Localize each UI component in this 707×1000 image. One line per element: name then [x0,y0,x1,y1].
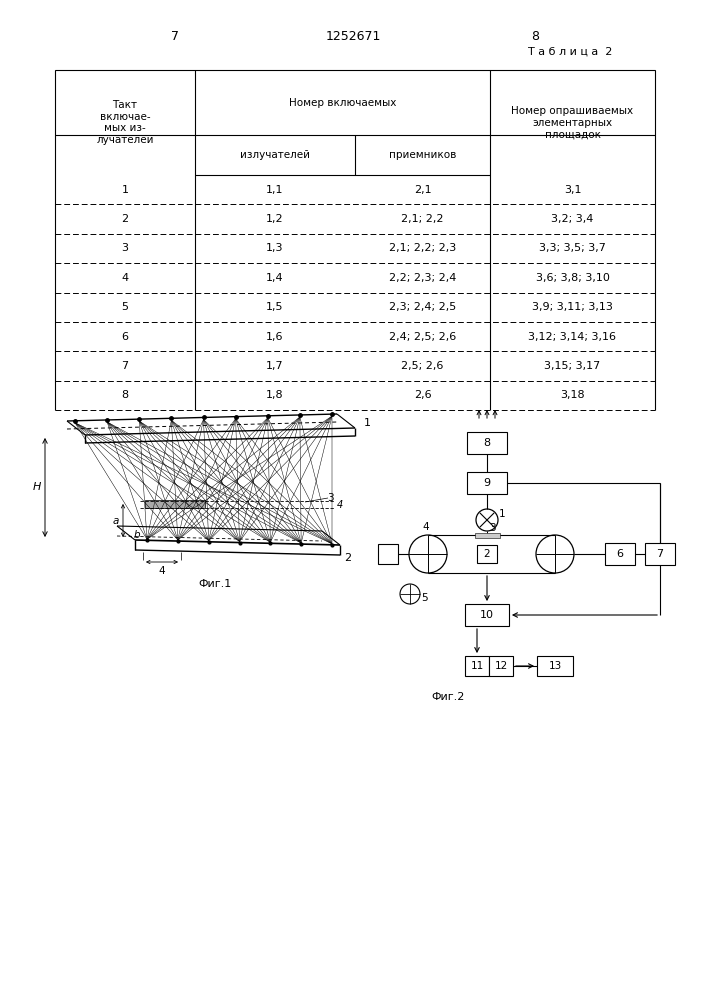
Text: 1: 1 [363,418,370,428]
Text: 7: 7 [171,30,179,43]
Text: 3,6; 3,8; 3,10: 3,6; 3,8; 3,10 [536,273,609,283]
Text: 3,12; 3,14; 3,16: 3,12; 3,14; 3,16 [529,332,617,342]
Text: 2,4; 2,5; 2,6: 2,4; 2,5; 2,6 [389,332,456,342]
Text: 3: 3 [489,523,496,533]
Text: 3,1: 3,1 [563,185,581,195]
Text: 2,1; 2,2; 2,3: 2,1; 2,2; 2,3 [389,243,456,253]
Bar [467,432,507,454]
Text: 2,5; 2,6: 2,5; 2,6 [402,361,444,371]
Text: Т а б л и ц а  2: Т а б л и ц а 2 [528,47,612,57]
Text: 1: 1 [122,185,129,195]
Text: 1,6: 1,6 [267,332,284,342]
Text: 12: 12 [494,661,508,671]
Text: 8: 8 [531,30,539,43]
Text: 7: 7 [122,361,129,371]
Text: 1252671: 1252671 [325,30,380,43]
Text: 4: 4 [158,566,165,576]
Text: 2,1; 2,2: 2,1; 2,2 [402,214,444,224]
Text: 7: 7 [656,549,664,559]
Bar [378,544,398,564]
Text: Номер опрашиваемых
элементарных
площадок: Номер опрашиваемых элементарных площадок [511,106,633,139]
Text: 3,18: 3,18 [560,390,585,400]
Bar [475,533,500,538]
Text: b: b [134,530,140,540]
Text: 3,9; 3,11; 3,13: 3,9; 3,11; 3,13 [532,302,613,312]
Text: Фиг.2: Фиг.2 [431,692,464,702]
Text: 1,2: 1,2 [267,214,284,224]
Bar [645,543,675,565]
Text: 2,2; 2,3; 2,4: 2,2; 2,3; 2,4 [389,273,456,283]
Text: 1,4: 1,4 [267,273,284,283]
Text: Фиг.1: Фиг.1 [199,579,232,589]
Text: 2,3; 2,4; 2,5: 2,3; 2,4; 2,5 [389,302,456,312]
Text: излучателей: излучателей [240,150,310,160]
Text: 4: 4 [337,500,343,510]
Bar [605,543,635,565]
Text: 4: 4 [122,273,129,283]
Text: 1,7: 1,7 [267,361,284,371]
Text: 9: 9 [484,478,491,488]
Text: 10: 10 [480,610,494,620]
Text: 11: 11 [470,661,484,671]
Text: 8: 8 [484,438,491,448]
Text: 2: 2 [484,549,491,559]
Text: 3,15; 3,17: 3,15; 3,17 [544,361,601,371]
Text: 5: 5 [122,302,129,312]
Text: 1,3: 1,3 [267,243,284,253]
Bar [467,472,507,494]
Text: 4: 4 [423,522,429,532]
Text: Такт
включае-
мых из-
лучателей: Такт включае- мых из- лучателей [96,100,153,145]
Text: 2,1: 2,1 [414,185,431,195]
Text: 3: 3 [122,243,129,253]
Bar [477,545,497,563]
Text: 1: 1 [498,509,506,519]
Text: a: a [113,516,119,526]
Text: 6: 6 [617,549,624,559]
Text: 5: 5 [421,593,428,603]
Text: 1,1: 1,1 [267,185,284,195]
Text: 2: 2 [122,214,129,224]
Bar [465,656,489,676]
Text: 1,8: 1,8 [267,390,284,400]
Text: 13: 13 [549,661,561,671]
Text: Номер включаемых: Номер включаемых [289,98,396,107]
Text: 3: 3 [327,493,333,503]
Text: 3,3; 3,5; 3,7: 3,3; 3,5; 3,7 [539,243,606,253]
Text: 2,6: 2,6 [414,390,431,400]
Bar [537,656,573,676]
Text: 2: 2 [344,553,351,563]
Text: приемников: приемников [389,150,456,160]
Text: 8: 8 [122,390,129,400]
Text: 1,5: 1,5 [267,302,284,312]
Bar [145,500,205,508]
Text: H: H [33,483,41,492]
Text: 3,2; 3,4: 3,2; 3,4 [551,214,594,224]
Text: 6: 6 [122,332,129,342]
Bar [465,604,509,626]
Bar [489,656,513,676]
